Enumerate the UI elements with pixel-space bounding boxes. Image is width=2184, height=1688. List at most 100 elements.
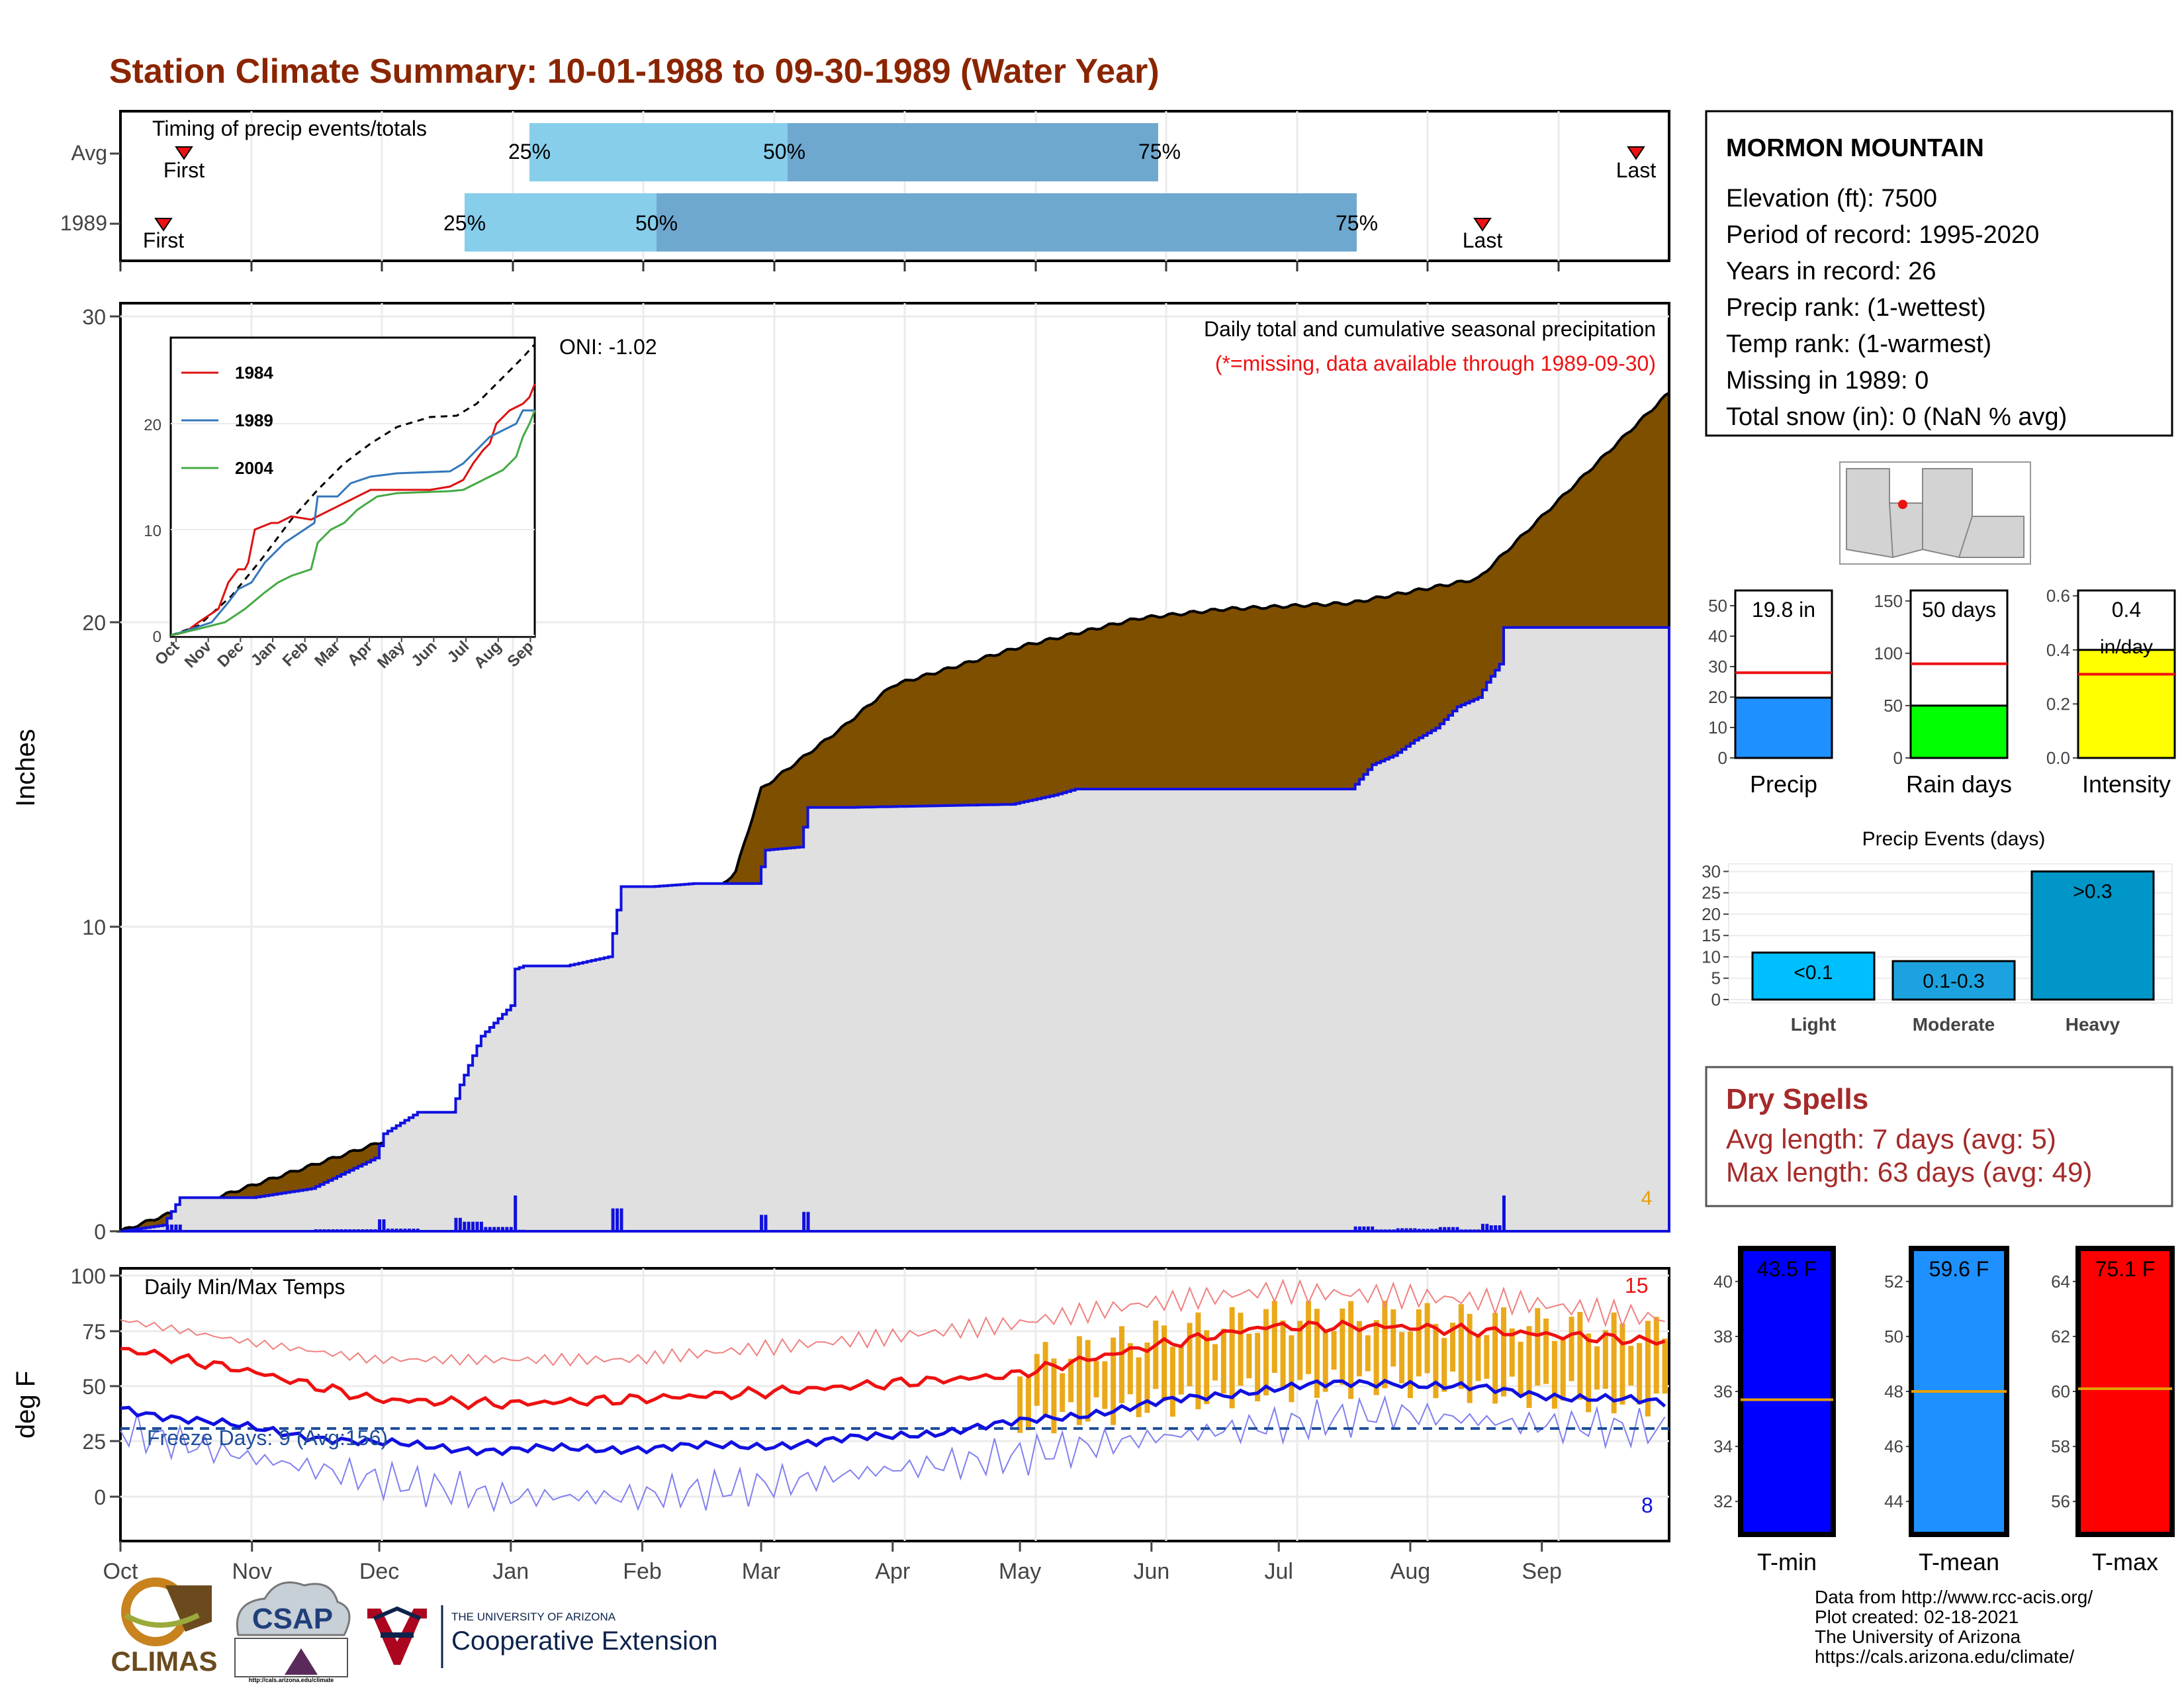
temp-summary-ytick: 52 xyxy=(1884,1272,1903,1291)
temp-summary-ytick: 32 xyxy=(1713,1491,1733,1511)
temp-range-bar xyxy=(1569,1317,1574,1382)
daily-precip-bar xyxy=(1430,1229,1433,1231)
temp-range-bar xyxy=(1518,1342,1524,1395)
daily-precip-bar xyxy=(1417,1229,1421,1231)
events-ytick: 5 xyxy=(1711,968,1721,988)
summary-ytick: 0.6 xyxy=(2046,586,2070,606)
summary-value-label: 19.8 in xyxy=(1752,598,1815,622)
credit-line: https://cals.arizona.edu/climate/ xyxy=(1815,1646,2074,1667)
month-tick-label: Apr xyxy=(875,1559,910,1584)
station-line: Period of record: 1995-2020 xyxy=(1726,221,2039,249)
temp-range-bar xyxy=(1153,1320,1159,1389)
daily-precip-bar xyxy=(1473,1229,1477,1231)
events-title: Precip Events (days) xyxy=(1862,828,2046,850)
temp-range-bar xyxy=(1060,1373,1066,1412)
daily-precip-bar xyxy=(518,1229,522,1231)
temp-summary-ytick: 50 xyxy=(1884,1327,1903,1346)
temp-range-bar xyxy=(1450,1323,1456,1372)
daily-precip-bar xyxy=(1387,1229,1391,1231)
avg-q25-label: 25% xyxy=(508,140,551,164)
temp-range-bar xyxy=(1238,1313,1244,1386)
temp-range-bar xyxy=(1161,1325,1167,1401)
temp-range-bar xyxy=(1246,1333,1252,1379)
events-ytick: 30 xyxy=(1702,861,1721,881)
summary-ytick: 0.0 xyxy=(2046,748,2070,768)
daily-precip-bar xyxy=(1375,1229,1379,1231)
month-tick-label: Sep xyxy=(1522,1559,1562,1584)
station-location-marker xyxy=(1898,500,1907,509)
temp-range-bar xyxy=(1212,1344,1218,1381)
daily-precip-bar xyxy=(1464,1229,1468,1231)
location-map xyxy=(1839,461,2031,565)
summary-ytick: 20 xyxy=(1708,687,1727,707)
temp-summary-value: 75.1 F xyxy=(2095,1257,2156,1281)
events-bar xyxy=(2030,870,2155,1001)
temp-range-bar xyxy=(1602,1330,1608,1389)
month-tick-label: Dec xyxy=(359,1559,399,1584)
precip-y-label: Inches xyxy=(11,729,40,807)
summary-bar-charts: 0 10 20 30 40 50 19.8 in Precip 0 50 100 150 50 days… xyxy=(1708,586,2176,798)
daily-precip-bar xyxy=(484,1227,488,1231)
precip-panel: 0 10 20 30 Inches Daily total and cumula… xyxy=(11,302,1670,1244)
temp-range-bar xyxy=(1594,1346,1600,1390)
daily-precip-bar xyxy=(471,1221,475,1231)
timing-panel: Timing of precip events/totals Avg 1989 … xyxy=(60,110,1670,262)
daily-precip-bar xyxy=(403,1229,407,1231)
daily-precip-bar xyxy=(1502,1196,1506,1231)
year-cumulative-area xyxy=(120,626,1670,1233)
dry-spells-title: Dry Spells xyxy=(1726,1083,1868,1115)
inset-legend-1984: 1984 xyxy=(235,363,273,383)
daily-precip-bar xyxy=(479,1221,483,1231)
daily-precip-bar xyxy=(357,1229,361,1231)
events-ytick: 15 xyxy=(1702,925,1721,945)
avg-first-marker-icon xyxy=(175,146,193,160)
precip-ytick: 10 xyxy=(82,915,106,939)
temp-range-bar xyxy=(1195,1312,1201,1409)
temp-range-bar xyxy=(1373,1320,1379,1395)
daily-precip-bar xyxy=(1438,1227,1442,1231)
daily-precip-bar xyxy=(802,1211,806,1231)
daily-precip-bar xyxy=(488,1227,492,1231)
csap-url: http://cals.arizona.edu/climate xyxy=(249,1677,334,1683)
temp-summary-ytick: 44 xyxy=(1884,1491,1903,1511)
station-line: Precip rank: (1-wettest) xyxy=(1726,294,1986,322)
station-info-box: MORMON MOUNTAIN Elevation (ft): 7500 Per… xyxy=(1705,110,2173,437)
events-ytick: 20 xyxy=(1702,904,1721,924)
daily-precip-bar xyxy=(1358,1226,1361,1231)
daily-precip-bar xyxy=(1477,1229,1480,1231)
daily-precip-bar xyxy=(165,1224,169,1231)
tmin-record-line xyxy=(120,1395,1666,1513)
daily-precip-bar xyxy=(1362,1226,1366,1231)
temp-range-bar xyxy=(1586,1333,1592,1413)
temp-summary-bar xyxy=(2075,1246,2175,1537)
daily-precip-bar xyxy=(416,1229,420,1231)
temp-summary-ytick: 38 xyxy=(1713,1327,1733,1346)
temp-range-bar xyxy=(1619,1323,1625,1405)
daily-precip-bar xyxy=(394,1229,398,1231)
daily-precip-bar xyxy=(806,1211,810,1231)
daily-precip-bar xyxy=(619,1208,623,1231)
month-x-axis: Oct Nov Dec Jan Feb Mar Apr May Jun Jul Aug Sep xyxy=(103,1541,1562,1584)
daily-precip-bar xyxy=(1451,1227,1455,1231)
summary-ytick: 100 xyxy=(1874,643,1903,663)
precip-ytick: 0 xyxy=(94,1220,106,1244)
events-bar xyxy=(1751,951,1876,1001)
temp-range-bar xyxy=(1543,1318,1549,1384)
temp-range-bar xyxy=(1348,1301,1354,1399)
daily-precip-bar xyxy=(1396,1228,1400,1231)
avg-25-50-bar xyxy=(529,123,788,181)
temp-range-bar xyxy=(1637,1342,1643,1405)
daily-precip-bar xyxy=(1489,1225,1493,1231)
summary-value-label: 50 days xyxy=(1922,598,1996,622)
daily-precip-bar xyxy=(1434,1229,1438,1231)
temp-range-bar xyxy=(1484,1335,1490,1379)
temp-summary-label: T-mean xyxy=(1919,1548,1999,1575)
inset-avg-line xyxy=(170,343,536,637)
summary-bar-label: Rain days xyxy=(1906,771,2012,798)
temp-summary-ytick: 46 xyxy=(1884,1436,1903,1456)
daily-precip-bar xyxy=(514,1196,518,1231)
daily-precip-bar xyxy=(386,1229,390,1231)
temp-ytick: 75 xyxy=(82,1320,106,1344)
daily-precip-bar xyxy=(1485,1223,1489,1231)
